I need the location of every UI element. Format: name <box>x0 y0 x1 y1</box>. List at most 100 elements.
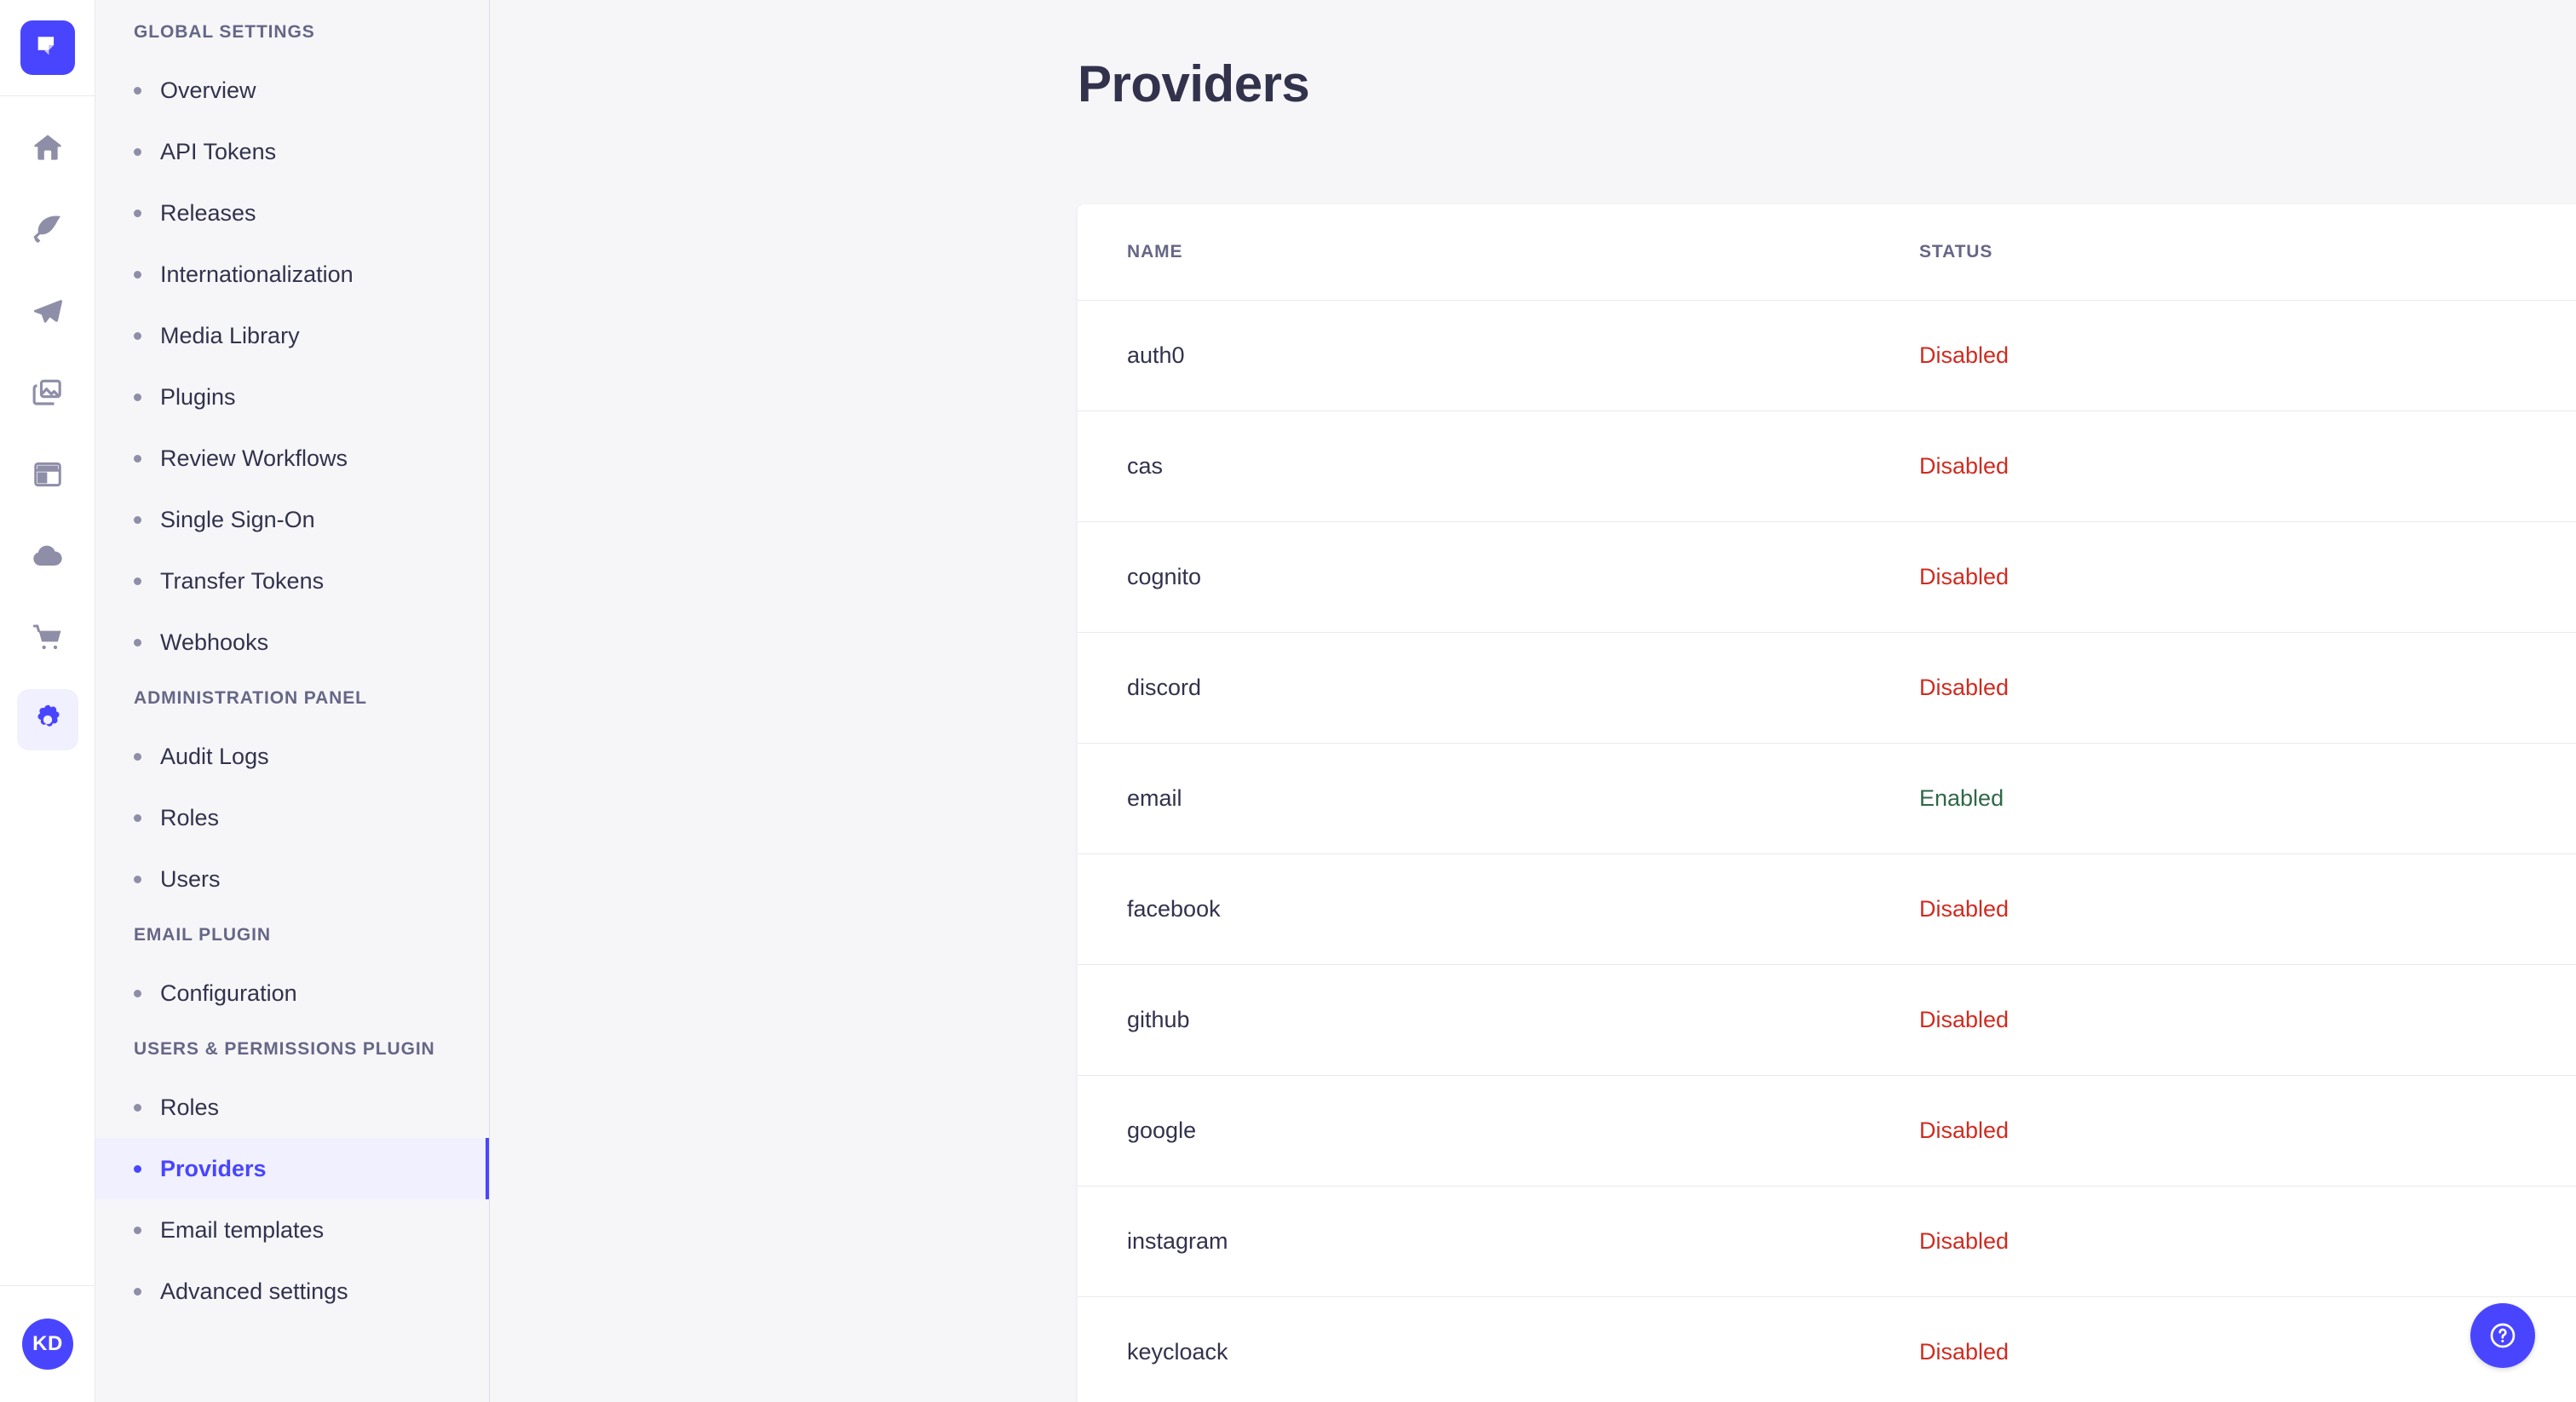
bullet-icon <box>134 515 141 524</box>
layout-icon <box>33 462 61 487</box>
rail-item-media-library[interactable] <box>17 362 78 423</box>
sidebar-item-label: Configuration <box>160 980 297 1006</box>
table-row[interactable]: discord Disabled <box>1078 632 2576 744</box>
providers-table: NAME STATUS auth0 Disabled <box>1078 204 2576 1402</box>
paper-plane-icon <box>33 299 62 323</box>
bullet-icon <box>134 1164 141 1173</box>
sidebar-item-admin-roles[interactable]: Roles <box>95 787 489 848</box>
sidebar-item-label: Internationalization <box>160 261 354 287</box>
sidebar-item-overview[interactable]: Overview <box>95 60 489 121</box>
rail-item-marketplace[interactable] <box>17 607 78 669</box>
sidebar-item-label: Transfer Tokens <box>160 567 325 594</box>
rail-item-content-type-builder[interactable] <box>17 280 78 342</box>
sidebar-item-up-roles[interactable]: Roles <box>95 1077 489 1138</box>
sidebar-item-configuration[interactable]: Configuration <box>95 962 489 1024</box>
sidebar-item-label: Review Workflows <box>160 445 348 471</box>
sidebar-section-global-settings: GLOBAL SETTINGS Overview API Tokens Rele… <box>95 22 489 673</box>
sidebar-item-label: Plugins <box>160 383 236 410</box>
sidebar-item-plugins[interactable]: Plugins <box>95 366 489 428</box>
cell-provider-status: Disabled <box>1870 1075 2576 1187</box>
sidebar-item-review-workflows[interactable]: Review Workflows <box>95 428 489 489</box>
bullet-icon <box>134 454 141 463</box>
sidebar-item-label: Single Sign-On <box>160 506 315 532</box>
table-row[interactable]: google Disabled <box>1078 1075 2576 1187</box>
sidebar-section-email-plugin: EMAIL PLUGIN Configuration <box>95 925 489 1024</box>
table-row[interactable]: facebook Disabled <box>1078 853 2576 965</box>
bullet-icon <box>134 989 141 997</box>
sidebar-item-label: Roles <box>160 804 220 830</box>
cell-provider-status: Disabled <box>1870 411 2576 522</box>
sidebar-section-title: ADMINISTRATION PANEL <box>134 688 367 708</box>
sidebar-item-label: Media Library <box>160 322 300 348</box>
sidebar-item-internationalization[interactable]: Internationalization <box>95 244 489 305</box>
sidebar-item-label: Webhooks <box>160 629 269 655</box>
main-content: Providers NAME STATUS auth0 Disabled <box>490 0 2576 1402</box>
sidebar-item-label: Users <box>160 865 221 892</box>
question-mark-circle-icon <box>2490 1323 2516 1348</box>
help-button[interactable] <box>2470 1303 2535 1368</box>
cell-provider-name: cognito <box>1078 521 1870 633</box>
sidebar-item-webhooks[interactable]: Webhooks <box>95 612 489 673</box>
bullet-icon <box>134 1226 141 1234</box>
bullet-icon <box>134 1103 141 1112</box>
sidebar-item-label: Email templates <box>160 1216 325 1243</box>
table-row[interactable]: cas Disabled <box>1078 411 2576 522</box>
table-row[interactable]: instagram Disabled <box>1078 1186 2576 1297</box>
table-row[interactable]: cognito Disabled <box>1078 521 2576 633</box>
sidebar-item-providers[interactable]: Providers <box>95 1138 489 1199</box>
rail-item-settings[interactable] <box>16 689 78 750</box>
column-header-status[interactable]: STATUS <box>1870 204 2576 301</box>
cell-provider-name: discord <box>1078 632 1870 744</box>
rail-item-single-types[interactable] <box>17 444 78 505</box>
sidebar-item-label: Releases <box>160 199 256 226</box>
cell-provider-name: google <box>1078 1075 1870 1187</box>
settings-sidebar: GLOBAL SETTINGS Overview API Tokens Rele… <box>95 0 490 1402</box>
sidebar-section-administration-panel: ADMINISTRATION PANEL Audit Logs Roles Us… <box>95 688 489 910</box>
bullet-icon <box>134 875 141 883</box>
sidebar-item-transfer-tokens[interactable]: Transfer Tokens <box>95 550 489 612</box>
main-nav-rail: KD <box>0 0 95 1402</box>
sidebar-item-admin-users[interactable]: Users <box>95 848 489 910</box>
bullet-icon <box>134 577 141 585</box>
table-row[interactable]: email Enabled <box>1078 743 2576 854</box>
sidebar-item-single-sign-on[interactable]: Single Sign-On <box>95 489 489 550</box>
sidebar-item-releases[interactable]: Releases <box>95 182 489 244</box>
app-logo[interactable] <box>20 20 75 75</box>
cell-provider-name: email <box>1078 743 1870 854</box>
sidebar-item-label: Providers <box>160 1155 267 1181</box>
rail-item-home[interactable] <box>17 117 78 178</box>
cell-provider-status: Disabled <box>1870 521 2576 633</box>
cloud-icon <box>32 545 62 566</box>
bullet-icon <box>134 270 141 279</box>
rail-item-content-manager[interactable] <box>17 198 78 260</box>
cell-provider-name: keycloack <box>1127 1338 1228 1365</box>
bullet-icon <box>134 638 141 646</box>
sidebar-item-advanced-settings[interactable]: Advanced settings <box>95 1261 489 1322</box>
table-body: auth0 Disabled cas <box>1078 300 2576 1402</box>
bullet-icon <box>134 393 141 401</box>
table-row[interactable]: auth0 Disabled <box>1078 300 2576 411</box>
sidebar-item-label: Overview <box>160 77 256 103</box>
sidebar-item-label: Advanced settings <box>160 1278 348 1304</box>
column-header-name[interactable]: NAME <box>1078 204 1870 301</box>
sidebar-section-title: USERS & PERMISSIONS PLUGIN <box>134 1039 435 1059</box>
avatar[interactable]: KD <box>22 1319 73 1370</box>
sidebar-item-email-templates[interactable]: Email templates <box>95 1199 489 1261</box>
table-row[interactable]: github Disabled <box>1078 964 2576 1076</box>
sidebar-section-title: GLOBAL SETTINGS <box>134 22 315 42</box>
images-icon <box>32 379 61 405</box>
sidebar-item-audit-logs[interactable]: Audit Logs <box>95 726 489 787</box>
cell-provider-status: Enabled <box>1870 743 2576 854</box>
sidebar-item-media-library[interactable]: Media Library <box>95 305 489 366</box>
bullet-icon <box>134 209 141 217</box>
cell-provider-name: instagram <box>1078 1186 1870 1297</box>
sidebar-item-label: API Tokens <box>160 138 277 164</box>
sidebar-item-label: Roles <box>160 1094 220 1120</box>
cell-provider-name: github <box>1078 964 1870 1076</box>
cell-provider-status: Disabled <box>1870 632 2576 744</box>
sidebar-item-api-tokens[interactable]: API Tokens <box>95 121 489 182</box>
bullet-icon <box>134 331 141 340</box>
rail-item-cloud[interactable] <box>17 526 78 587</box>
table-row[interactable]: keycloack Disabled <box>1078 1296 2576 1402</box>
